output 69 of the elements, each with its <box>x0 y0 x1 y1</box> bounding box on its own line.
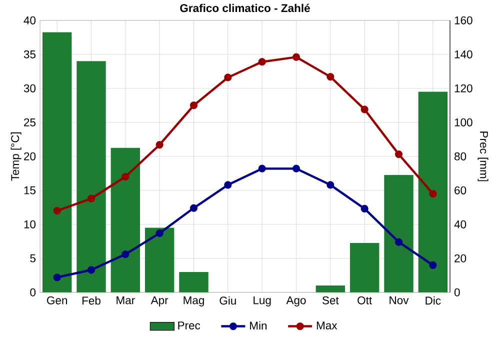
y2-tick-label: 40 <box>454 220 466 228</box>
x-tick-label: Gen <box>47 296 67 304</box>
point <box>429 190 437 198</box>
y2-tick-label: 80 <box>454 152 466 160</box>
y2-tick-label: 120 <box>454 84 472 92</box>
legend-label: Prec <box>178 321 200 330</box>
y-tick-label: 25 <box>24 118 36 126</box>
x-tick-label: Dic <box>426 296 441 304</box>
y2-tick-label: 60 <box>454 186 466 194</box>
point <box>292 164 300 172</box>
y-axis-title: Temp [°C] <box>10 132 22 181</box>
point <box>224 180 232 189</box>
point <box>190 204 198 212</box>
point <box>394 150 403 158</box>
point <box>156 229 164 237</box>
point <box>429 261 437 269</box>
x-tick-label: Nov <box>390 296 409 304</box>
bar <box>384 174 414 292</box>
y2-tick-label: 140 <box>454 50 472 58</box>
point <box>122 250 130 258</box>
point <box>87 194 96 202</box>
y2-axis-title: Prec [mm] <box>478 131 488 181</box>
bar <box>110 148 140 292</box>
point <box>394 238 403 246</box>
point <box>53 206 61 214</box>
x-tick-label: Mag <box>184 296 204 306</box>
x-tick-label: Ago <box>286 296 306 306</box>
y-tick-label: 30 <box>24 84 36 92</box>
bar <box>316 285 346 292</box>
point <box>258 58 266 66</box>
y-tick-label: 0 <box>30 288 36 296</box>
bar <box>350 242 380 292</box>
y2-tick-label: 20 <box>454 254 466 262</box>
bar <box>418 92 448 292</box>
bar <box>179 272 208 292</box>
y2-tick-label: 0 <box>454 288 460 296</box>
x-tick-label: Mar <box>116 296 135 304</box>
y-tick-label: 5 <box>30 254 36 262</box>
legend-label: Max <box>316 321 338 330</box>
x-tick-label: Ott <box>358 296 372 304</box>
y2-tick-label: 100 <box>454 118 472 126</box>
bar <box>76 60 106 292</box>
point <box>190 101 198 109</box>
point <box>360 204 368 212</box>
point <box>292 53 300 61</box>
point <box>122 172 130 180</box>
x-tick-label: Lug <box>254 296 271 306</box>
y-tick-label: 35 <box>24 50 36 58</box>
point <box>326 180 334 189</box>
point <box>258 164 266 172</box>
point <box>360 105 368 114</box>
chart-title: Grafico climatico - Zahlé <box>180 4 310 12</box>
y-tick-label: 10 <box>24 220 36 228</box>
x-tick-label: Set <box>322 296 339 304</box>
x-tick-label: Feb <box>82 296 100 304</box>
y2-tick-label: 160 <box>454 16 472 24</box>
y-tick-label: 20 <box>24 152 36 160</box>
point <box>224 74 232 82</box>
bar <box>42 32 72 292</box>
bar <box>144 228 174 292</box>
y-tick-label: 15 <box>24 186 36 194</box>
y-tick-label: 40 <box>24 16 36 24</box>
x-tick-label: Apr <box>150 296 168 306</box>
legend-label: Min <box>250 321 267 330</box>
point <box>156 140 164 148</box>
x-tick-label: Giu <box>220 296 236 304</box>
point <box>87 266 96 274</box>
point <box>53 273 61 282</box>
point <box>326 72 334 80</box>
